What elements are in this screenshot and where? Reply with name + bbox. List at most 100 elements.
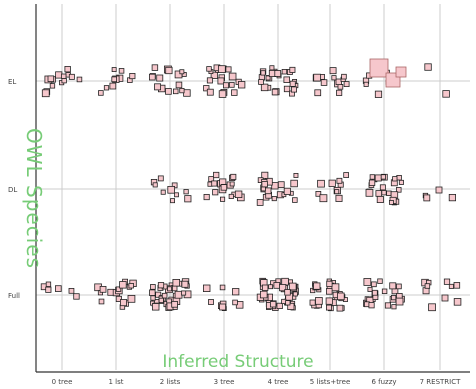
data-point-Full-1-14 [115,286,122,292]
data-point-Full-5-21 [313,282,321,290]
data-point-Full-6-3 [389,282,397,290]
data-point-Full-1-9 [98,298,105,305]
x-tick-label-6: 6 fuzzy [371,378,396,386]
data-point-DL-6-6 [369,174,376,180]
data-point-DL-2-6 [157,175,164,182]
data-point-DL-2-2 [160,189,166,195]
data-point-EL-0-6 [61,78,67,84]
data-point-Full-2-14 [167,286,172,292]
data-point-Full-4-40 [284,289,291,296]
data-point-Full-0-5 [55,285,62,292]
data-point-DL-4-12 [293,172,299,178]
data-point-Full-4-27 [268,284,274,290]
data-point-Full-4-5 [281,277,289,286]
data-point-Full-6-18 [396,283,402,290]
data-point-Full-5-23 [325,288,333,295]
data-point-EL-2-14 [151,64,159,71]
data-point-Full-3-3 [208,299,214,305]
data-point-EL-4-23 [290,86,297,93]
x-tick-label-5: 5 lists+tree [310,378,351,386]
data-point-DL-2-1 [170,198,175,204]
data-point-Full-2-23 [181,280,189,288]
data-point-Full-6-13 [367,286,373,292]
data-point-Full-6-1 [391,304,397,310]
data-point-EL-4-24 [260,70,266,76]
data-point-Full-7-9 [448,283,454,289]
data-point-DL-5-4 [319,194,328,203]
data-point-EL-5-10 [313,73,321,82]
data-point-DL-6-1 [379,184,386,191]
data-point-EL-6-1 [374,90,383,98]
data-point-Full-4-32 [287,302,295,310]
data-point-EL-4-17 [265,75,271,81]
data-point-Full-0-1 [45,286,52,293]
data-point-Full-4-41 [269,301,277,308]
data-point-EL-4-4 [281,69,288,75]
data-point-DL-6-12 [380,174,387,180]
data-point-Full-6-21 [363,278,372,286]
data-point-Full-7-7 [453,298,462,306]
data-point-Full-2-6 [155,291,162,298]
data-point-DL-3-18 [211,180,218,187]
data-point-Full-3-1 [219,284,226,291]
data-point-DL-5-5 [336,177,343,184]
data-point-EL-2-9 [165,66,173,75]
data-point-DL-2-8 [167,185,176,194]
data-point-DL-6-13 [386,190,392,196]
data-point-EL-1-3 [118,68,125,74]
data-point-EL-3-18 [231,89,238,96]
data-point-Full-1-16 [120,299,128,307]
data-point-Full-5-28 [309,299,316,306]
data-point-DL-5-7 [328,179,336,187]
data-point-Full-2-36 [158,297,164,303]
x-tick-label-0: 0 tree [52,378,73,386]
data-point-EL-7-1 [424,63,432,71]
data-point-EL-2-6 [148,73,156,81]
data-point-Full-6-6 [371,281,377,288]
x-tick-label-7: 7 RESTRICT [420,378,462,386]
data-point-Full-1-10 [127,294,136,303]
data-point-EL-2-15 [179,88,185,94]
data-point-Full-2-24 [172,278,180,287]
data-point-Full-2-30 [149,289,156,296]
data-point-Full-7-0 [441,294,449,302]
data-point-EL-1-0 [98,90,104,96]
data-point-DL-2-4 [183,189,189,195]
data-point-EL-0-13 [68,73,75,80]
data-point-Full-1-6 [128,282,134,289]
data-point-DL-6-18 [388,199,394,205]
data-point-Full-2-37 [174,290,183,299]
data-point-DL-4-19 [261,180,268,188]
y-tick-label-2: Full [8,292,20,300]
data-point-EL-2-2 [175,81,183,89]
data-point-EL-4-15 [283,76,290,84]
data-point-EL-2-12 [172,88,179,95]
data-point-DL-7-1 [435,186,443,194]
data-point-Full-5-26 [336,304,344,312]
data-point-DL-4-20 [283,187,291,195]
data-point-EL-0-9 [47,75,55,83]
data-point-Full-7-3 [453,282,461,289]
data-point-DL-4-21 [292,197,298,203]
data-point-DL-5-0 [315,190,322,197]
data-point-Full-6-19 [368,302,375,309]
data-point-DL-7-0 [448,193,457,202]
data-point-Full-7-8 [443,278,451,285]
data-point-DL-3-6 [212,189,219,196]
data-point-DL-4-13 [264,187,272,195]
data-point-EL-1-8 [111,76,118,83]
data-point-DL-5-2 [317,179,325,188]
x-tick-label-1: 1 lst [108,378,123,386]
data-point-large-6-a [369,58,389,78]
x-tick-label-3: 3 tree [214,378,235,386]
data-point-DL-6-10 [381,190,387,196]
data-point-Full-5-25 [326,280,333,288]
data-point-DL-3-15 [203,193,210,201]
data-point-EL-5-4 [329,67,337,75]
data-point-EL-5-11 [336,89,343,96]
data-point-Full-2-38 [181,290,187,296]
data-point-DL-4-2 [277,181,285,188]
data-point-EL-1-9 [103,85,110,91]
data-point-DL-2-9 [152,182,158,188]
data-point-EL-1-5 [109,82,117,90]
